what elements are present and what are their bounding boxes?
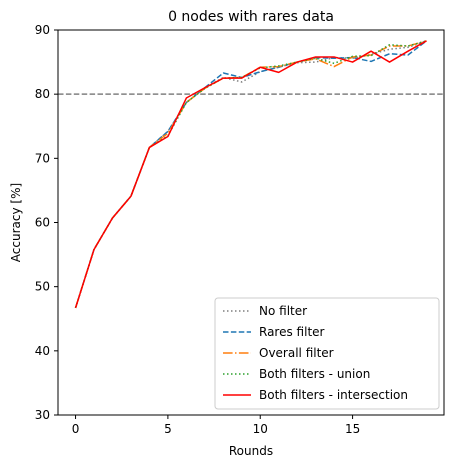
y-tick-label: 70	[35, 151, 50, 165]
series-line-overall-filter	[74, 40, 427, 309]
legend-label-both-filters-union: Both filters - union	[259, 367, 370, 381]
x-axis: 0 5 10 15	[72, 415, 360, 436]
y-axis-label: Accuracy [%]	[9, 183, 23, 262]
legend: No filter Rares filter Overall filter Both …	[214, 297, 440, 410]
legend-label-overall-filter: Overall filter	[259, 346, 334, 360]
plot-area	[57, 29, 445, 416]
series-line-rares-filter	[74, 40, 427, 309]
y-tick-label: 50	[35, 280, 50, 294]
series-line-both-filters-union	[74, 40, 427, 309]
legend-box	[214, 297, 440, 410]
y-axis: 30 40 50 60 70 80 90	[35, 23, 58, 422]
y-tick-label: 30	[35, 408, 50, 422]
y-tick-label: 80	[35, 87, 50, 101]
legend-label-no-filter: No filter	[259, 304, 307, 318]
y-tick-label: 40	[35, 344, 50, 358]
legend-label-rares-filter: Rares filter	[259, 325, 325, 339]
y-tick-label: 90	[35, 23, 50, 37]
x-axis-label: Rounds	[229, 444, 273, 458]
x-tick-label: 15	[345, 422, 360, 436]
y-tick-label: 60	[35, 216, 50, 230]
legend-label-both-filters-intersection: Both filters - intersection	[259, 388, 408, 402]
x-tick-label: 5	[164, 422, 172, 436]
chart-title: 0 nodes with rares data	[168, 9, 334, 25]
x-tick-label: 0	[72, 422, 80, 436]
series-line-no-filter	[74, 40, 427, 309]
x-tick-label: 10	[253, 422, 268, 436]
series-line-both-filters-intersection	[74, 40, 427, 309]
